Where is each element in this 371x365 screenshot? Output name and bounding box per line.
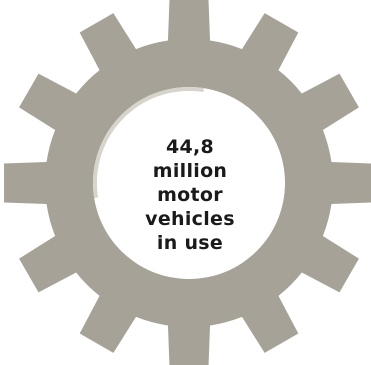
gear-hub-shadow xyxy=(93,87,205,199)
stat-label-line-3: in use xyxy=(156,232,224,254)
stat-label-line-1: motor xyxy=(157,184,223,206)
stat-unit: million xyxy=(152,160,228,182)
stat-label-line-2: vehicles xyxy=(145,208,235,230)
gear-body xyxy=(4,0,371,365)
gear-hub xyxy=(97,91,281,275)
stat-text: 44,8 million motor vehicles in use xyxy=(130,135,250,255)
stat-value: 44,8 xyxy=(165,136,215,158)
